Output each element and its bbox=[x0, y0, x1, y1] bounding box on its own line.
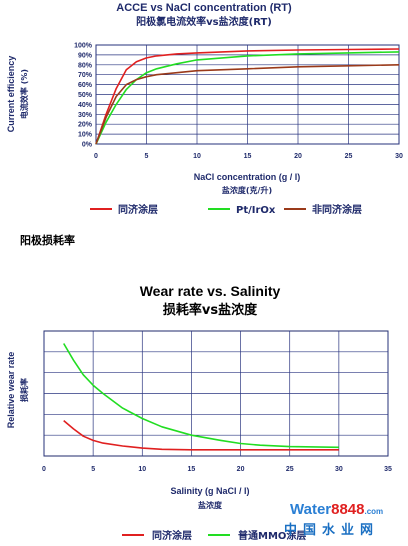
chart-2-x-tick-label: 10 bbox=[138, 466, 146, 473]
chart-2-x-tick-label: 20 bbox=[237, 466, 245, 473]
chart-1-y-tick-label: 100% bbox=[74, 43, 93, 50]
chart-1-legend: 同济涂层 Pt/IrOx 非同济涂层 bbox=[90, 203, 362, 216]
watermark-brand-c: .com bbox=[365, 507, 384, 516]
chart-2-series-line-2 bbox=[63, 343, 339, 449]
chart-2-gridlines bbox=[43, 330, 389, 457]
chart-2-series bbox=[63, 343, 339, 451]
watermark-brand-a: Water bbox=[290, 501, 331, 518]
chart-1-y-tick-label: 0% bbox=[82, 142, 93, 149]
watermark-brand: Water8848.com bbox=[290, 501, 383, 518]
chart-2-x-tick-label: 0 bbox=[42, 466, 46, 473]
chart-2-x-tick-label: 30 bbox=[335, 466, 343, 473]
chart-1-x-tick-label: 5 bbox=[145, 153, 149, 160]
watermark-logo: Water8848.com 中国水业网 bbox=[284, 501, 383, 538]
chart-1-x-tick-label: 20 bbox=[294, 153, 302, 160]
chart-2-x-tick-labels: 0 5 10 15 20 25 30 35 bbox=[42, 466, 392, 473]
chart-2-x-tick-label: 35 bbox=[384, 466, 392, 473]
chart-1-x-tick-label: 0 bbox=[94, 153, 98, 160]
chart-2-subtitle: 损耗率vs盐浓度 bbox=[163, 302, 258, 318]
chart-1-y-tick-label: 80% bbox=[78, 62, 93, 69]
watermark-cn: 中国水业网 bbox=[284, 522, 379, 538]
chart-1-x-tick-labels: 0 5 10 15 20 25 30 bbox=[94, 153, 403, 160]
chart-1-y-tick-label: 70% bbox=[78, 72, 93, 79]
section-heading: 阳极损耗率 bbox=[20, 233, 75, 247]
chart-1-y-tick-label: 20% bbox=[78, 122, 93, 129]
chart-1-y-tick-label: 50% bbox=[78, 92, 93, 99]
chart-1-legend-label: 非同济涂层 bbox=[312, 203, 362, 216]
chart-2-legend: 同济涂层 普通MMO涂层 bbox=[122, 529, 306, 542]
chart-2-y-axis-label-cn: 损耗率 bbox=[19, 378, 29, 402]
chart-2-x-axis-label-cn: 盐浓度 bbox=[198, 500, 223, 510]
chart-1: ACCE vs NaCl concentration (RT) 阳极氯电流效率v… bbox=[6, 2, 403, 216]
chart-2-x-tick-label: 15 bbox=[188, 466, 196, 473]
chart-1-y-tick-label: 90% bbox=[78, 52, 93, 59]
chart-1-x-tick-label: 10 bbox=[193, 153, 201, 160]
chart-1-legend-label: 同济涂层 bbox=[118, 203, 158, 216]
chart-2-legend-label: 同济涂层 bbox=[152, 529, 192, 542]
chart-1-x-tick-label: 25 bbox=[345, 153, 353, 160]
chart-2-y-axis-label: Relative wear rate bbox=[6, 352, 16, 429]
chart-2-x-tick-label: 25 bbox=[286, 466, 294, 473]
chart-2-x-axis-label: Salinity (g NaCl / l) bbox=[170, 486, 249, 496]
chart-1-gridlines bbox=[95, 44, 400, 145]
chart-2-series-line-1 bbox=[63, 419, 339, 451]
chart-1-series-line-3 bbox=[95, 64, 400, 145]
chart-2-title: Wear rate vs. Salinity bbox=[140, 283, 281, 299]
chart-1-y-tick-label: 30% bbox=[78, 112, 93, 119]
watermark-brand-b: 8848 bbox=[331, 501, 364, 518]
chart-1-y-axis-label-cn: 电流效率 (%) bbox=[19, 69, 29, 119]
chart-1-y-tick-labels: 0% 10% 20% 30% 40% 50% 60% 70% 80% 90% 100% bbox=[74, 43, 93, 149]
chart-1-x-tick-label: 30 bbox=[395, 153, 403, 160]
chart-1-x-tick-label: 15 bbox=[244, 153, 252, 160]
chart-1-subtitle: 阳极氯电流效率vs盐浓度(RT) bbox=[136, 15, 272, 28]
chart-1-series-line-1 bbox=[95, 48, 400, 145]
chart-1-y-tick-label: 10% bbox=[78, 132, 93, 139]
chart-1-series bbox=[95, 48, 400, 145]
chart-1-y-tick-label: 40% bbox=[78, 102, 93, 109]
chart-1-series-line-2 bbox=[95, 51, 400, 145]
chart-2-x-tick-label: 5 bbox=[91, 466, 95, 473]
chart-1-y-axis-label: Current efficiency bbox=[6, 56, 16, 133]
chart-1-title: ACCE vs NaCl concentration (RT) bbox=[116, 2, 292, 14]
chart-1-x-axis-label-cn: 盐浓度(克/升) bbox=[222, 185, 272, 195]
chart-1-legend-label: Pt/IrOx bbox=[236, 205, 276, 216]
chart-2-legend-label: 普通MMO涂层 bbox=[238, 529, 306, 542]
chart-1-x-axis-label: NaCl concentration (g / l) bbox=[194, 172, 301, 182]
chart-1-y-tick-label: 60% bbox=[78, 82, 93, 89]
chart-2: Wear rate vs. Salinity 损耗率vs盐浓度 0 5 10 15 20… bbox=[6, 283, 392, 542]
